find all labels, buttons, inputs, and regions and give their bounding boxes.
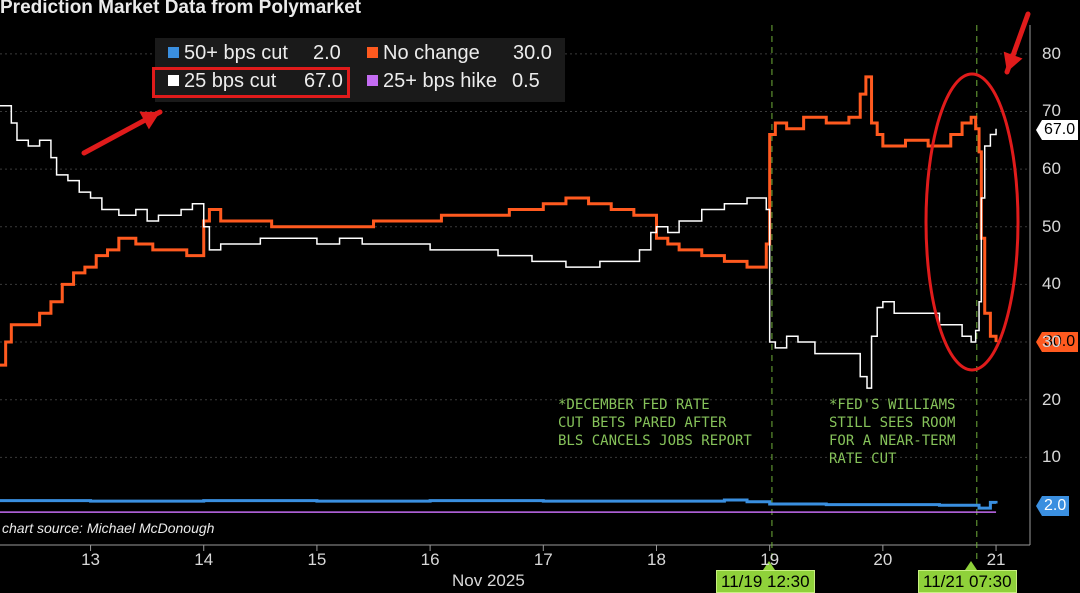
y-tick-label: 30 — [1042, 332, 1061, 352]
x-tick-label: 16 — [420, 550, 440, 569]
y-tick-label: 60 — [1042, 159, 1061, 179]
last-value-no-change: 30.0 — [1036, 332, 1079, 352]
legend-item-25bps-cut: 25 bps cut 67.0 — [168, 70, 343, 93]
event-marker-1: 11/19 12:30 — [716, 570, 815, 593]
legend-highlight-box — [152, 67, 350, 98]
annotation-bls: *DECEMBER FED RATE CUT BETS PARED AFTER … — [558, 397, 752, 449]
series-line-50-bps-cut — [0, 498, 998, 510]
y-tick-label: 80 — [1042, 43, 1061, 63]
x-tick-label: 13 — [81, 550, 101, 569]
legend-swatch — [367, 75, 378, 86]
legend-swatch — [168, 75, 179, 86]
y-tick-label: 20 — [1042, 389, 1061, 409]
x-tick-label: 15 — [307, 550, 327, 569]
legend: 50+ bps cut 2.0 No change 30.0 25 bps cu… — [155, 38, 565, 102]
y-tick-label: 50 — [1042, 216, 1061, 236]
last-value-25bps-cut: 67.0 — [1036, 120, 1079, 140]
event-marker-pointer — [965, 561, 977, 570]
series-line-no-change — [0, 75, 998, 367]
legend-item-no-change: No change 30.0 — [367, 42, 552, 65]
annotation-arrow-left-head — [139, 111, 160, 130]
series-line-25-bps-cut — [0, 104, 997, 389]
event-marker-2: 11/21 07:30 — [918, 570, 1017, 593]
x-tick-label: 14 — [194, 550, 214, 569]
y-tick-label: 40 — [1042, 274, 1061, 294]
y-tick-label: 70 — [1042, 101, 1061, 121]
x-tick-label: 21 — [986, 550, 1006, 569]
legend-swatch — [367, 47, 378, 58]
x-tick-label: 17 — [533, 550, 553, 569]
annotation-arrow-right-head — [1003, 51, 1023, 72]
annotation-ellipse — [924, 72, 1020, 372]
event-marker-pointer — [763, 561, 775, 570]
last-value-50bps-cut: 2.0 — [1036, 496, 1070, 516]
legend-swatch — [168, 47, 179, 58]
chart-source: chart source: Michael McDonough — [2, 520, 215, 536]
x-tick-label: 18 — [647, 550, 666, 569]
annotation-williams: *FED'S WILLIAMS STILL SEES ROOM FOR A NE… — [829, 397, 956, 467]
legend-item-25bps-hike: 25+ bps hike 0.5 — [367, 70, 540, 93]
chart-title: Prediction Market Data from Polymarket — [0, 0, 362, 18]
x-tick-label: 20 — [873, 550, 893, 569]
x-axis-label: Nov 2025 — [452, 571, 525, 590]
y-tick-label: 10 — [1042, 447, 1061, 467]
x-tick-label: 19 — [760, 550, 780, 569]
legend-item-50bps-cut: 50+ bps cut 2.0 — [168, 42, 341, 65]
